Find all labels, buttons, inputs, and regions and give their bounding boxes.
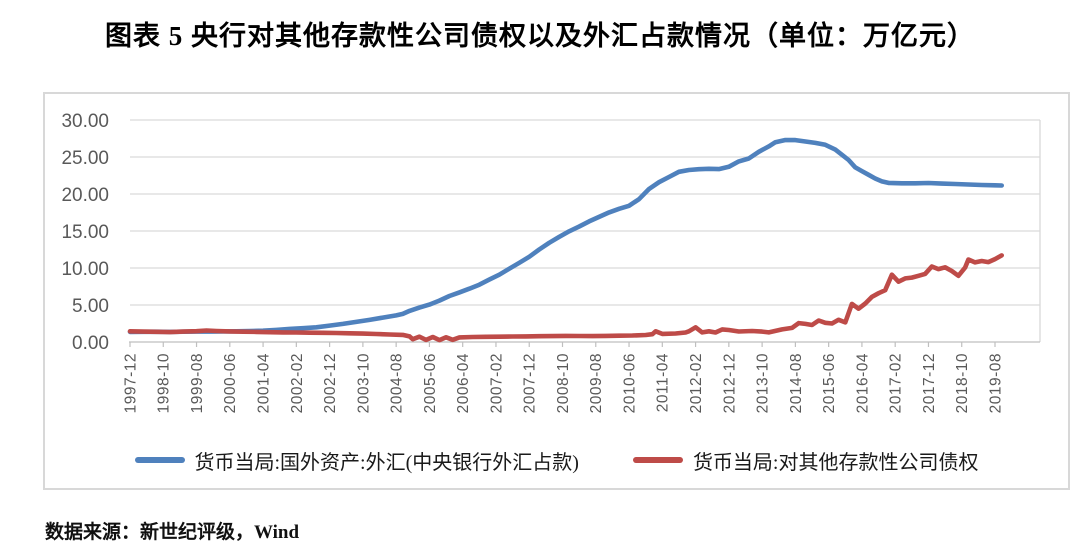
x-axis-tick-label: 2011-04 — [655, 353, 672, 412]
x-axis-tick-label: 2002-02 — [289, 353, 306, 413]
legend-item-claims: 货币当局:对其他存款性公司债权 — [632, 446, 979, 475]
x-axis-tick-label: 2001-04 — [256, 353, 273, 413]
x-axis-tick-label: 1998-10 — [156, 353, 173, 413]
x-axis-tick-label: 1997-12 — [122, 353, 139, 413]
x-axis-tick-label: 2019-08 — [987, 353, 1004, 413]
series-line-claims — [127, 253, 1005, 343]
x-axis-tick-label: 2013-10 — [755, 353, 772, 413]
y-axis-tick-label: 25.00 — [61, 148, 109, 169]
source-note: 数据来源：新世纪评级，Wind — [45, 522, 300, 543]
legend-swatch-claims-icon — [632, 457, 683, 463]
x-axis-tick-label: 2007-12 — [522, 353, 539, 413]
x-axis-tick-label: 1999-08 — [189, 353, 206, 413]
x-axis-tick-label: 2016-04 — [854, 353, 871, 413]
legend-label-claims: 货币当局:对其他存款性公司债权 — [692, 451, 979, 474]
x-axis-tick-label: 2004-08 — [389, 353, 406, 413]
chart-title: 图表 5 央行对其他存款性公司债权以及外汇占款情况（单位：万亿元） — [105, 21, 975, 51]
y-axis-tick-label: 10.00 — [61, 259, 109, 280]
x-axis-tick-label: 2006-04 — [455, 353, 472, 413]
y-axis-tick-label: 5.00 — [72, 296, 109, 317]
legend: 货币当局:国外资产:外汇(中央银行外汇占款) 货币当局:对其他存款性公司债权 — [45, 442, 1068, 478]
x-axis-tick-label: 2008-10 — [555, 353, 572, 413]
x-axis-tick-label: 2014-08 — [788, 353, 805, 413]
line-chart: 30.00 25.00 20.00 15.00 10.00 5.00 0.00 1997-12… — [61, 111, 1041, 413]
x-axis-tick-label: 2010-06 — [621, 353, 638, 413]
x-axis-tick-label: 2015-06 — [821, 353, 838, 413]
x-axis-tick-label: 2007-02 — [488, 353, 505, 413]
x-axis-tick-label: 2002-12 — [322, 353, 339, 413]
x-axis-tick-label: 2017-12 — [921, 353, 938, 413]
y-axis-tick-label: 15.00 — [61, 222, 109, 243]
y-axis-tick-label: 0.00 — [72, 333, 109, 354]
x-axis-tick-label: 2009-08 — [588, 353, 605, 413]
x-axis-tick-label: 2005-06 — [422, 353, 439, 413]
x-axis-tick-label: 2017-02 — [888, 353, 905, 413]
series-line-fx — [127, 137, 1005, 335]
y-axis-tick-label: 30.00 — [61, 111, 109, 132]
y-axis-tick-label: 20.00 — [61, 185, 109, 206]
x-axis-tick-label: 2012-12 — [721, 353, 738, 413]
x-axis-tick-label: 2018-10 — [954, 353, 971, 413]
legend-item-fx: 货币当局:国外资产:外汇(中央银行外汇占款) — [134, 446, 579, 475]
x-axis-tick-label: 2012-02 — [688, 353, 705, 413]
x-axis-tick-label: 2000-06 — [222, 353, 239, 413]
x-axis-tick-label: 2003-10 — [355, 353, 372, 413]
chart-container: 30.00 25.00 20.00 15.00 10.00 5.00 0.00 1997-12… — [43, 92, 1070, 490]
legend-swatch-fx-icon — [134, 457, 185, 463]
legend-label-fx: 货币当局:国外资产:外汇(中央银行外汇占款) — [194, 451, 579, 474]
